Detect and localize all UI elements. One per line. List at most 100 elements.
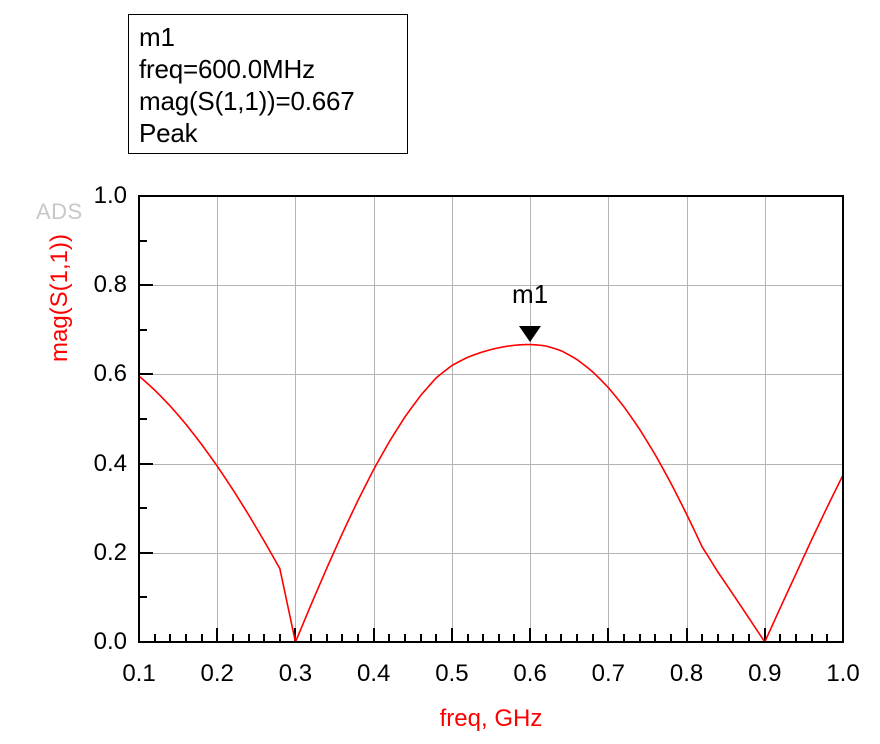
x-tick-minor — [325, 634, 328, 643]
x-tick-major — [607, 628, 610, 643]
x-tick-minor — [513, 634, 516, 643]
x-tick-label: 1.0 — [826, 660, 860, 687]
marker-line-mag: mag(S(1,1))=0.667 — [139, 86, 355, 116]
y-tick-major — [138, 373, 153, 376]
ads-watermark: ADS — [36, 199, 83, 224]
x-tick-minor — [419, 634, 422, 643]
x-tick-label: 0.7 — [591, 660, 626, 687]
gridline-vertical — [217, 196, 219, 642]
x-tick-major — [372, 628, 375, 643]
axis-edge-top — [138, 195, 844, 197]
x-tick-minor — [466, 634, 469, 643]
data-curve-layer — [139, 343, 843, 642]
gridline-vertical — [530, 196, 532, 642]
gridline-vertical — [373, 196, 375, 642]
x-tick-minor — [732, 634, 735, 643]
plot-area[interactable]: m1 — [138, 195, 844, 643]
y-tick-label: 0.2 — [93, 538, 127, 566]
y-tick-label: 0.0 — [93, 628, 127, 655]
marker-line-type: Peak — [139, 118, 198, 148]
x-tick-label: 0.8 — [669, 660, 704, 687]
x-tick-minor — [263, 634, 266, 643]
x-tick-minor — [357, 634, 360, 643]
gridline-horizontal — [139, 552, 843, 554]
x-tick-major — [450, 628, 453, 643]
x-tick-label: 0.6 — [513, 660, 547, 687]
x-tick-label: 0.9 — [748, 660, 782, 687]
y-tick-minor — [138, 239, 147, 242]
x-tick-minor — [669, 634, 672, 643]
x-tick-minor — [795, 634, 798, 643]
x-tick-major — [763, 628, 766, 643]
x-tick-minor — [497, 634, 500, 643]
x-tick-minor — [200, 634, 203, 643]
x-tick-label: 0.2 — [200, 660, 234, 687]
gridline-vertical — [608, 196, 610, 642]
plot-frame — [138, 195, 844, 643]
gridline-vertical — [764, 196, 766, 642]
x-tick-minor — [748, 634, 751, 643]
gridline-horizontal — [139, 285, 843, 287]
x-tick-minor — [247, 634, 250, 643]
y-tick-label: 0.8 — [93, 271, 127, 299]
x-tick-major — [294, 628, 297, 643]
marker-annotation-box[interactable]: m1 freq=600.0MHz mag(S(1,1))=0.667 Peak — [128, 14, 408, 154]
y-tick-major — [138, 462, 153, 465]
marker-label-m1: m1 — [512, 278, 549, 309]
y-tick-minor — [138, 596, 147, 599]
x-tick-minor — [779, 634, 782, 643]
x-tick-minor — [810, 634, 813, 643]
x-tick-minor — [310, 634, 313, 643]
x-tick-minor — [560, 634, 563, 643]
x-tick-label: 0.3 — [278, 660, 313, 687]
x-tick-minor — [576, 634, 579, 643]
x-tick-label: 0.5 — [435, 660, 469, 687]
y-tick-major — [138, 284, 153, 287]
x-tick-minor — [701, 634, 704, 643]
axis-edge-right — [842, 195, 844, 643]
axis-edge-left — [138, 195, 140, 643]
x-tick-label: 0.1 — [122, 660, 156, 687]
x-tick-minor — [341, 634, 344, 643]
y-axis-title: mag(S(1,1)) — [46, 233, 73, 363]
marker-line-name: m1 — [139, 22, 175, 52]
x-axis-title: freq, GHz — [439, 705, 543, 732]
x-tick-minor — [153, 634, 156, 643]
y-tick-label: 0.4 — [93, 449, 127, 477]
gridline-horizontal — [139, 374, 843, 376]
x-tick-minor — [184, 634, 187, 643]
x-tick-minor — [591, 634, 594, 643]
y-tick-minor — [138, 507, 147, 510]
gridline-vertical — [451, 196, 453, 642]
x-tick-minor — [622, 634, 625, 643]
y-tick-label: 0.6 — [93, 360, 127, 388]
y-tick-minor — [138, 418, 147, 420]
x-tick-major — [685, 628, 688, 643]
gridline-horizontal — [139, 463, 843, 465]
x-tick-major — [216, 628, 219, 643]
x-tick-minor — [231, 634, 234, 643]
x-tick-minor — [544, 634, 547, 643]
x-tick-minor — [826, 634, 829, 643]
x-tick-minor — [169, 634, 172, 643]
x-tick-minor — [403, 634, 406, 643]
x-tick-label: 0.4 — [356, 660, 391, 687]
axis-edge-bottom — [138, 641, 844, 643]
y-tick-minor — [138, 328, 147, 331]
y-tick-label: 1.0 — [93, 182, 127, 209]
x-tick-major — [529, 628, 532, 643]
x-tick-minor — [638, 634, 641, 643]
x-tick-minor — [716, 634, 719, 643]
x-tick-minor — [482, 634, 485, 643]
gridline-vertical — [295, 196, 297, 642]
marker-line-freq: freq=600.0MHz — [139, 54, 315, 84]
y-tick-major — [138, 551, 153, 554]
x-tick-minor — [388, 634, 391, 643]
x-tick-minor — [278, 634, 281, 643]
marker-arrow-icon[interactable] — [519, 325, 542, 342]
gridline-vertical — [686, 196, 688, 642]
series-mag-s11 — [139, 343, 843, 642]
x-tick-minor — [435, 634, 438, 643]
x-tick-minor — [654, 634, 657, 643]
